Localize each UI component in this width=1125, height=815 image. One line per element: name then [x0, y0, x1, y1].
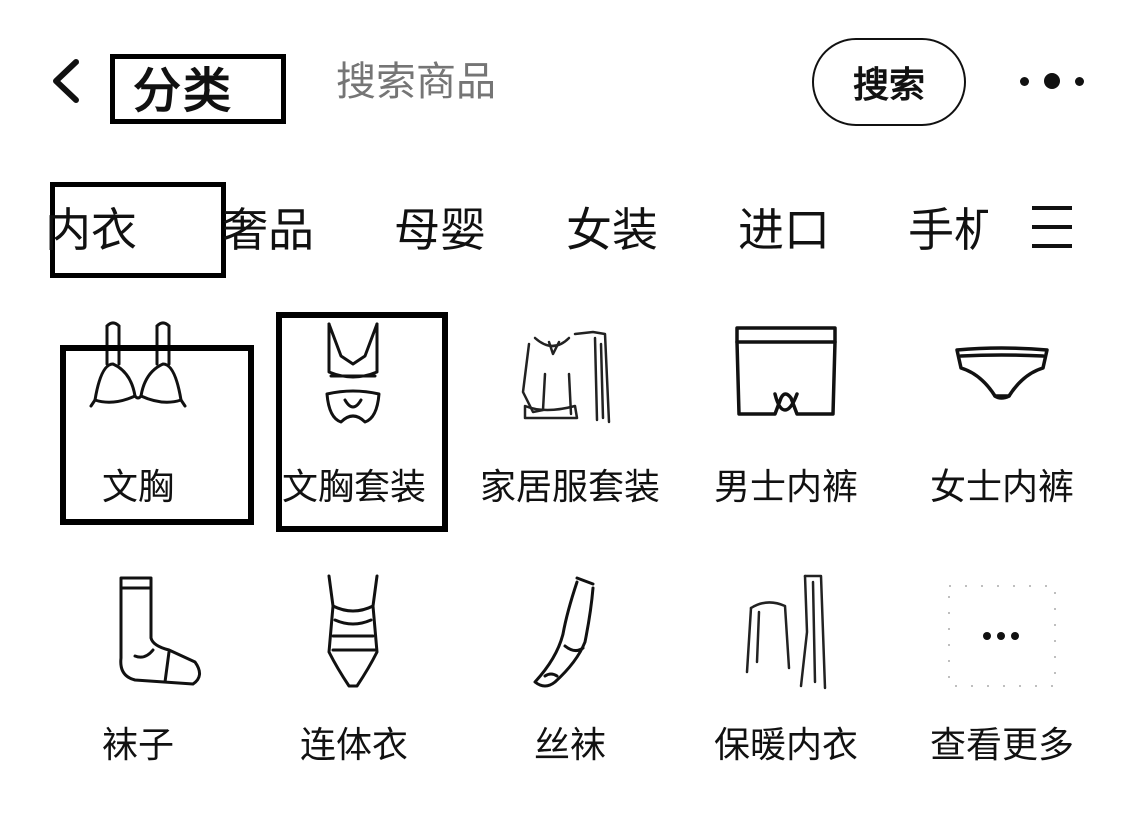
- category-label: 家居服套装: [479, 467, 660, 508]
- category-label: 查看更多: [929, 725, 1074, 766]
- tab-phones[interactable]: 手机: [908, 203, 988, 257]
- category-tabs: 内衣 奢品 母婴 女装 进口 手机: [0, 180, 1125, 280]
- search-button[interactable]: 搜索: [812, 38, 966, 126]
- bra-set-icon: [325, 322, 381, 424]
- loungewear-icon: [521, 330, 611, 424]
- page-title: 分类: [133, 63, 234, 119]
- category-label: 连体衣: [299, 725, 408, 766]
- category-label: 保暖内衣: [713, 725, 858, 766]
- search-input[interactable]: [336, 56, 766, 108]
- tab-luxury[interactable]: 奢品: [222, 203, 314, 257]
- category-item-loungewear-set[interactable]: 家居服套装: [462, 310, 678, 540]
- womens-panties-icon: [955, 346, 1049, 400]
- category-item-stockings[interactable]: 丝袜: [462, 568, 678, 798]
- category-item-bodysuit[interactable]: 连体衣: [246, 568, 462, 798]
- category-item-thermal-underwear[interactable]: 保暖内衣: [678, 568, 894, 798]
- menu-line: [1032, 206, 1072, 210]
- category-label: 男士内裤: [713, 467, 858, 508]
- tab-underwear[interactable]: 内衣: [45, 182, 226, 278]
- socks-icon: [119, 576, 201, 686]
- category-grid: 文胸 文胸套装 家居服套装: [30, 310, 1110, 790]
- category-item-see-more[interactable]: 查看更多: [894, 568, 1110, 798]
- menu-line: [1032, 244, 1072, 248]
- category-item-bra-set[interactable]: 文胸套装: [246, 310, 462, 540]
- back-button[interactable]: [46, 56, 90, 106]
- chevron-left-icon: [53, 59, 79, 103]
- tab-imported[interactable]: 进口: [738, 203, 830, 257]
- mens-underwear-icon: [735, 326, 837, 416]
- category-label: 袜子: [101, 725, 174, 766]
- bra-icon: [89, 321, 187, 408]
- category-item-womens-panties[interactable]: 女士内裤: [894, 310, 1110, 540]
- tab-womens-clothing[interactable]: 女装: [566, 203, 658, 257]
- menu-line: [1032, 225, 1072, 229]
- page-title-box: 分类: [110, 54, 286, 124]
- category-item-mens-underwear[interactable]: 男士内裤: [678, 310, 894, 540]
- bodysuit-icon: [327, 574, 379, 688]
- dot-small-right: [1075, 76, 1084, 86]
- menu-button[interactable]: [1032, 206, 1072, 250]
- tab-maternity-baby[interactable]: 母婴: [394, 203, 486, 257]
- category-label: 文胸: [101, 467, 174, 508]
- category-item-socks[interactable]: 袜子: [30, 568, 246, 798]
- thermal-underwear-icon: [745, 574, 827, 690]
- dot-small-left: [1020, 76, 1029, 86]
- category-item-bra[interactable]: 文胸: [30, 310, 246, 540]
- more-options-button[interactable]: [1020, 66, 1084, 96]
- more-dots-icon: [948, 585, 1056, 687]
- dot-center: [1044, 73, 1060, 89]
- stockings-icon: [533, 576, 595, 688]
- category-label: 女士内裤: [929, 467, 1074, 508]
- category-label: 丝袜: [533, 725, 606, 766]
- category-label: 文胸套装: [281, 467, 426, 508]
